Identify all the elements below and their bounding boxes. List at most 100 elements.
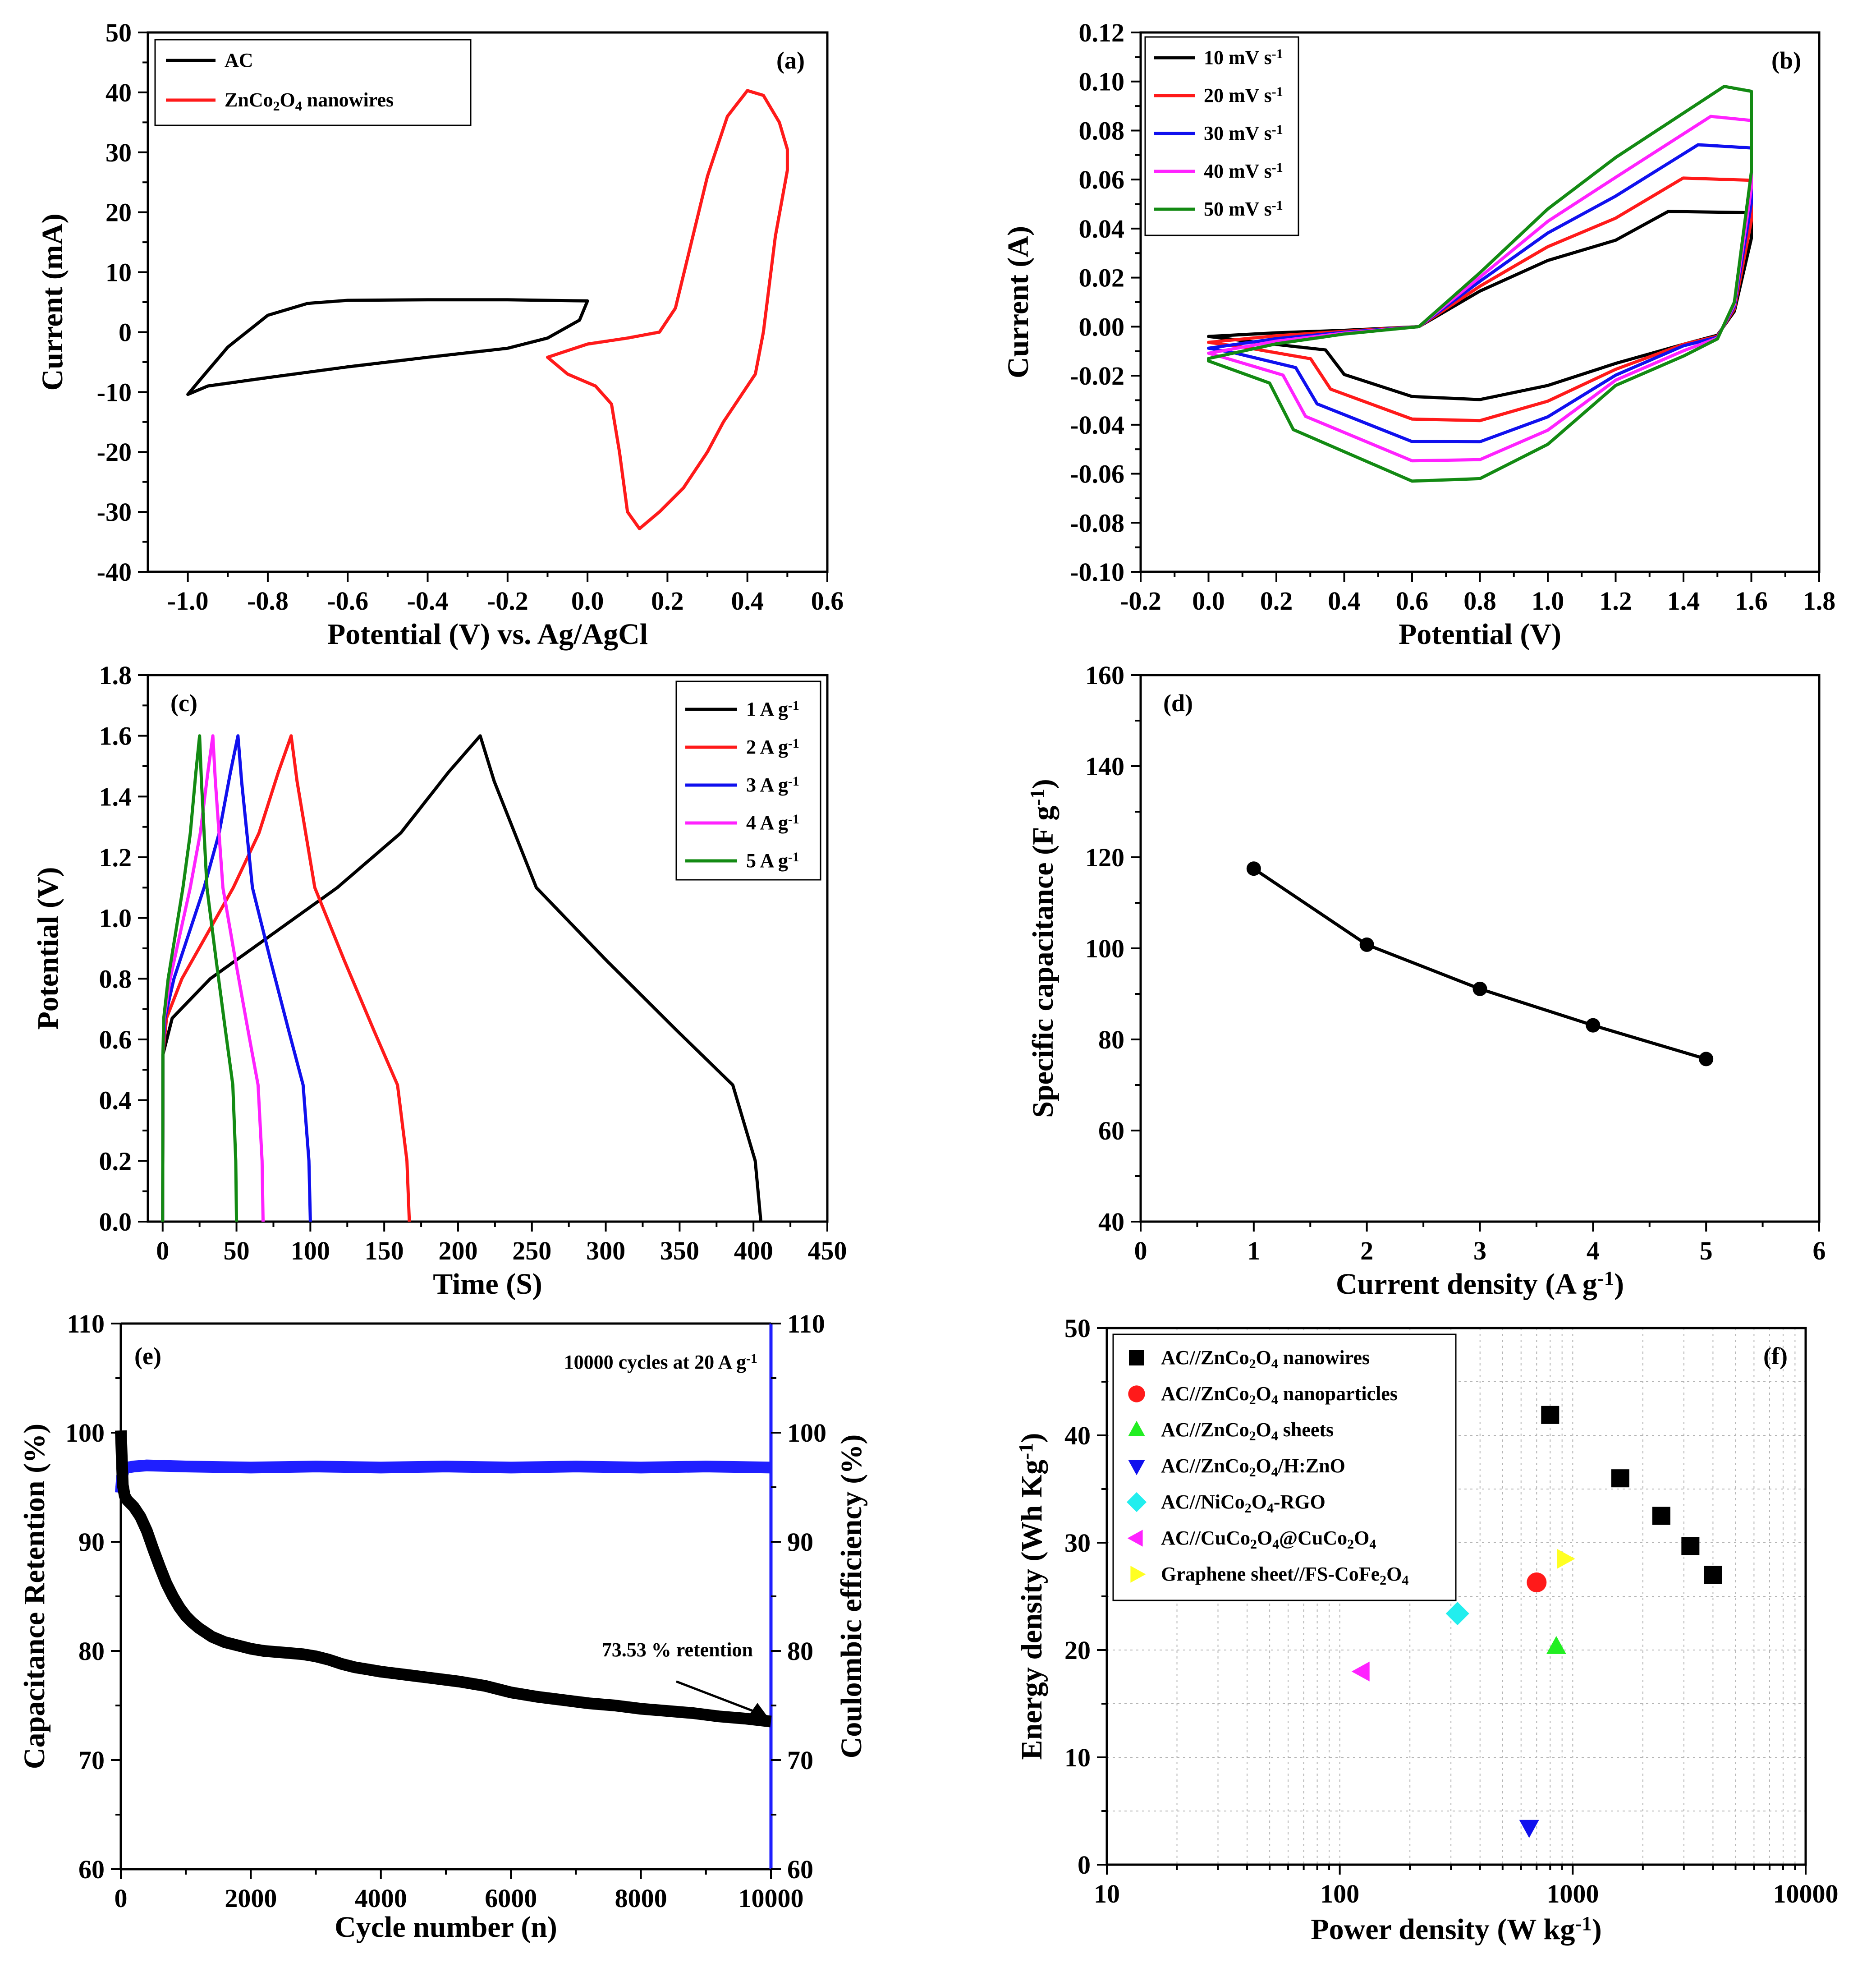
panel-d-y-tick-label: 40 <box>1098 1207 1124 1237</box>
panel-f-legend-entry-part-2: O <box>1256 1455 1271 1477</box>
panel-c-x-tick-label: 0 <box>156 1236 169 1265</box>
panel-a-y-tick-label: -30 <box>97 497 132 527</box>
panel-c-label: (c) <box>170 690 197 717</box>
panel-c-legend-entry: 3 A g-1 <box>746 774 799 796</box>
panel-e-x-tick-label: 4000 <box>355 1884 407 1913</box>
panel-f-legend-entry-part-3: 4 <box>1271 1356 1278 1371</box>
panel-b-y-axis-title: Current (A) <box>1002 226 1035 378</box>
panel-f-y-tick-label: 50 <box>1064 1314 1091 1343</box>
panel-b-legend-entry-part-1: -1 <box>1272 122 1283 137</box>
panel-f-legend-entry-part-4: sheets <box>1278 1419 1334 1441</box>
panel-b-x-tick-label: 1.2 <box>1599 586 1632 616</box>
panel-c-y-tick-label: 1.6 <box>99 722 132 751</box>
panel-b-y-tick-label: 0.02 <box>1079 263 1125 293</box>
panel-a-cv-comparison: -1.0 -0.8 -0.6 -0.4 -0.2 0.0 0.2 0.4 0.6 -40 -30 -2… <box>36 18 844 651</box>
panel-c-x-tick-label: 50 <box>224 1236 250 1265</box>
panel-c-y-tick-label: 0.8 <box>99 964 132 993</box>
panel-f-data-point-square <box>1541 1406 1560 1424</box>
panel-d-y-tick-label: 140 <box>1085 752 1124 781</box>
panel-b-x-tick-label: 1.0 <box>1532 586 1564 616</box>
panel-e-y2-tick-label: 70 <box>787 1746 813 1775</box>
panel-b-x-axis-title: Potential (V) <box>1399 618 1561 651</box>
panel-e-y2-tick-label: 110 <box>787 1309 825 1338</box>
panel-f-legend-entry-part-3: 4 <box>1271 1393 1278 1407</box>
panel-d-specific-capacitance: 0 1 2 3 4 5 6 40 60 80 100 120 140 160 Current density… <box>1026 661 1826 1301</box>
panel-c-y-tick-label: 1.2 <box>99 843 132 872</box>
panel-f-legend-entry-part-1: 2 <box>1380 1573 1386 1588</box>
panel-c-y-tick-label: 0.4 <box>99 1086 132 1115</box>
panel-d-x-tick-label: 5 <box>1700 1236 1713 1265</box>
panel-e-x-tick-label: 10000 <box>738 1884 804 1913</box>
panel-b-legend-entry-part-0: 20 mV s <box>1204 84 1272 106</box>
panel-b-legend-entry: 40 mV s-1 <box>1204 160 1283 183</box>
panel-d-y-axis-title-part-0: Specific capacitance (F g <box>1027 806 1060 1118</box>
panel-f-legend-entry-part-3: 4 <box>1271 1465 1278 1480</box>
panel-f-y-tick-label: 30 <box>1064 1528 1091 1558</box>
panel-b-y-tick-label: 0.06 <box>1079 165 1125 194</box>
panel-b-y-tick-label: -0.10 <box>1070 557 1124 587</box>
panel-e-x-tick-label: 0 <box>115 1884 128 1913</box>
panel-f-legend-entry-part-1: 2 <box>1249 1393 1256 1407</box>
panel-c-legend-entry-part-1: -1 <box>788 850 799 864</box>
panel-e-cycles-annotation-part-0: 10000 cycles at 20 A g <box>564 1351 747 1373</box>
panel-a-x-tick-label: -0.4 <box>407 586 449 616</box>
panel-c-legend-entry-part-0: 2 A g <box>746 736 788 758</box>
panel-f-legend-entry-part-2: O <box>1256 1419 1271 1441</box>
panel-e-y-tick-label: 60 <box>78 1855 105 1884</box>
panel-b-legend-entry-part-1: -1 <box>1272 160 1283 175</box>
panel-f-legend-entry-part-1: 2 <box>1245 1501 1252 1516</box>
panel-b-cv-scan-rates: -0.2 0.0 0.2 0.4 0.6 0.8 1.0 1.2 1.4 1.6 1.8 -0.10 -… <box>1002 18 1835 651</box>
panel-a-x-tick-label: -0.8 <box>247 586 289 616</box>
panel-c-x-axis-title: Time (S) <box>433 1268 542 1301</box>
panel-d-x-tick-label: 6 <box>1813 1236 1826 1265</box>
panel-f-data-point-triangle-left <box>1351 1661 1370 1682</box>
panel-f-legend-entry-part-7: 4 <box>1369 1537 1376 1552</box>
panel-b-y-tick-label: -0.08 <box>1070 508 1124 538</box>
panel-c-y-tick-label: 0.2 <box>99 1146 132 1176</box>
panel-b-x-tick-label: -0.2 <box>1120 586 1161 616</box>
panel-b-legend-entry-part-0: 30 mV s <box>1204 122 1272 144</box>
panel-a-legend-entry: ZnCo2O4 nanowires <box>225 89 394 114</box>
panel-f-x-axis-title-part-2: ) <box>1592 1913 1602 1946</box>
panel-a-legend-entry-part-2: O <box>280 89 295 111</box>
panel-f-data-point-triangle-up <box>1546 1636 1566 1654</box>
panel-d-x-axis-title-part-0: Current density (A g <box>1336 1268 1597 1301</box>
panel-e-y-tick-label: 70 <box>78 1746 105 1775</box>
panel-a-y-tick-label: 0 <box>119 317 132 347</box>
panel-f-legend-entry-part-5: 2 <box>1347 1537 1354 1552</box>
panel-d-x-tick-label: 1 <box>1247 1236 1260 1265</box>
panel-e-x-tick-label: 2000 <box>225 1884 277 1913</box>
panel-f-legend-entry-part-1: 2 <box>1250 1537 1257 1552</box>
panel-f-y-tick-label: 20 <box>1064 1636 1091 1665</box>
panel-c-legend-entry-part-1: -1 <box>788 698 799 713</box>
panel-e-y2-tick-label: 60 <box>787 1855 813 1884</box>
panel-c-legend-entry: 5 A g-1 <box>746 850 799 872</box>
panel-e-cycles-annotation-part-1: -1 <box>746 1351 757 1366</box>
panel-b-label: (b) <box>1771 47 1801 74</box>
panel-d-x-tick-label: 3 <box>1473 1236 1486 1265</box>
panel-e-cycling-stability: 0 2000 4000 6000 8000 10000607080901001106070… <box>18 1309 868 1944</box>
panel-d-x-tick-label: 4 <box>1587 1236 1600 1265</box>
panel-f-legend-entry-part-3: 4 <box>1271 1429 1278 1443</box>
panel-b-legend-entry-part-0: 40 mV s <box>1204 160 1272 182</box>
panel-c-legend-entry-part-0: 5 A g <box>746 850 788 872</box>
panel-f-data-point-square <box>1681 1537 1700 1555</box>
panel-f-legend-entry: AC//ZnCo2O4 nanoparticles <box>1161 1383 1398 1407</box>
panel-c-x-tick-label: 200 <box>438 1236 477 1265</box>
panel-d-y-axis-title-part-1: -1 <box>1026 789 1048 805</box>
panel-b-legend-entry-part-1: -1 <box>1272 84 1283 99</box>
panel-f-legend-entry: AC//NiCo2O4-RGO <box>1161 1491 1326 1516</box>
panel-c-series-line-2-a-g <box>161 734 411 1222</box>
panel-b-x-tick-label: 1.6 <box>1735 586 1768 616</box>
panel-a-x-axis-title: Potential (V) vs. Ag/AgCl <box>327 618 648 651</box>
panel-f-y-tick-label: 10 <box>1064 1743 1091 1772</box>
panel-e-y-tick-label: 90 <box>78 1527 105 1557</box>
panel-a-y-axis-title: Current (mA) <box>36 214 69 391</box>
panel-f-y-tick-label: 0 <box>1078 1850 1091 1880</box>
panel-b-x-tick-label: 0.6 <box>1396 586 1429 616</box>
panel-e-x-tick-label: 6000 <box>485 1884 537 1913</box>
panel-a-y-tick-label: 10 <box>105 258 132 287</box>
panel-a-y-tick-label: -20 <box>97 437 132 467</box>
panel-e-y-tick-label: 80 <box>78 1636 105 1666</box>
